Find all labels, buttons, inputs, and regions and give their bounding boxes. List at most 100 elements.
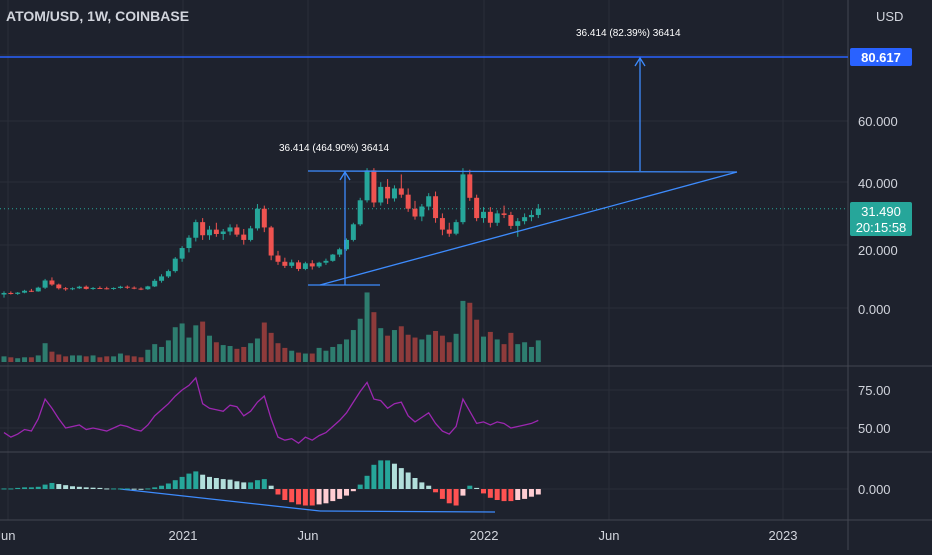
volume-bar	[344, 339, 349, 362]
volume-bar	[193, 325, 199, 362]
candle-body	[179, 248, 185, 259]
volume-bar	[207, 335, 212, 362]
volume-bar	[22, 357, 28, 362]
volume-bar	[124, 355, 130, 362]
candle-body	[35, 287, 41, 292]
candle-body	[213, 229, 219, 234]
volume-bar	[131, 356, 137, 362]
volume-bar	[28, 357, 34, 362]
macd-bar	[213, 478, 219, 489]
macd-bar	[76, 486, 82, 489]
macd-bar	[248, 482, 254, 489]
volume-bar	[227, 346, 233, 362]
candle-body	[63, 288, 69, 290]
candle-body	[42, 280, 48, 288]
volume-bar	[289, 350, 295, 362]
candle-body	[446, 229, 452, 234]
macd-bar	[330, 489, 336, 502]
macd-bar	[165, 483, 171, 489]
macd-bar	[357, 484, 363, 489]
volume-bar	[49, 351, 55, 362]
macd-bar	[261, 479, 267, 489]
volume-bar	[535, 340, 541, 362]
volume-bar	[63, 356, 69, 362]
macd-bar	[316, 489, 322, 505]
candle-body	[344, 239, 349, 250]
macd-bar	[378, 460, 384, 489]
macd-bar	[282, 489, 288, 500]
candle-body	[104, 288, 110, 290]
time-label: Jun	[298, 528, 319, 543]
macd-divergence-line	[119, 488, 321, 512]
candle-body	[289, 262, 295, 266]
macd-bar	[323, 489, 329, 504]
candle-body	[460, 174, 466, 223]
volume-bar	[145, 349, 151, 362]
candle-body	[522, 217, 528, 222]
candle-body	[117, 286, 123, 288]
macd-bar	[49, 482, 55, 489]
macd-bar	[405, 472, 411, 489]
volume-bar	[515, 344, 521, 362]
support-trendline	[319, 171, 738, 286]
candle-body	[316, 262, 322, 267]
macd-bar	[138, 488, 144, 490]
macd-bar	[398, 468, 404, 489]
candle-body	[124, 286, 130, 288]
candle-body	[474, 197, 480, 219]
time-label: 2022	[470, 528, 499, 543]
candle-body	[186, 237, 192, 249]
macd-bar	[289, 489, 295, 503]
measure-label-1: 36.414 (464.90%) 36414	[279, 143, 390, 154]
macd-bar	[28, 487, 34, 489]
volume-bar	[97, 357, 103, 362]
candle-body	[302, 263, 308, 269]
volume-bar	[159, 346, 165, 362]
volume-bar	[433, 330, 439, 362]
rsi-series	[3, 376, 539, 445]
candle-body	[508, 214, 514, 226]
volume-bar	[152, 344, 158, 362]
volume-bar	[261, 322, 267, 362]
volume-bar	[1, 356, 7, 362]
volume-bar	[117, 353, 123, 362]
candle-body	[487, 211, 493, 223]
volume-bar	[412, 337, 418, 362]
volume-bar	[111, 356, 117, 362]
candle-body	[145, 286, 151, 290]
candle-body	[76, 286, 82, 289]
volume-bar	[248, 343, 254, 362]
volume-bar	[309, 353, 315, 362]
drawings	[0, 56, 848, 513]
current-price-label: 31.490	[861, 204, 901, 219]
macd-bar	[131, 488, 137, 490]
volume-bar	[487, 331, 493, 362]
macd-bar	[344, 489, 349, 496]
macd-bar	[350, 489, 356, 492]
candle-body	[22, 290, 28, 293]
candle-body	[1, 292, 7, 295]
volume-bar	[528, 346, 534, 362]
volume-bar	[200, 321, 206, 362]
volume-bar	[330, 346, 336, 362]
macd-bar	[508, 489, 514, 502]
volume-bar	[522, 342, 528, 362]
volume-bar	[15, 358, 21, 362]
volume-bar	[268, 332, 274, 362]
volume-bar	[508, 332, 514, 362]
currency-label[interactable]: USD	[876, 9, 904, 24]
candle-body	[412, 208, 418, 217]
macd-bar	[296, 489, 302, 505]
volume-bar	[56, 354, 62, 362]
volume-bar	[460, 300, 466, 362]
macd-bar	[22, 487, 28, 489]
symbol-title[interactable]: ATOM/USD, 1W, COINBASE	[6, 8, 190, 24]
countdown-label: 20:15:58	[856, 220, 907, 235]
candle-body	[398, 188, 404, 195]
candle-body	[241, 234, 247, 240]
candle-body	[234, 227, 240, 235]
macd-bar	[453, 489, 459, 506]
macd-bar	[460, 489, 466, 496]
volume-bar	[337, 344, 343, 362]
macd-bar	[56, 484, 62, 489]
